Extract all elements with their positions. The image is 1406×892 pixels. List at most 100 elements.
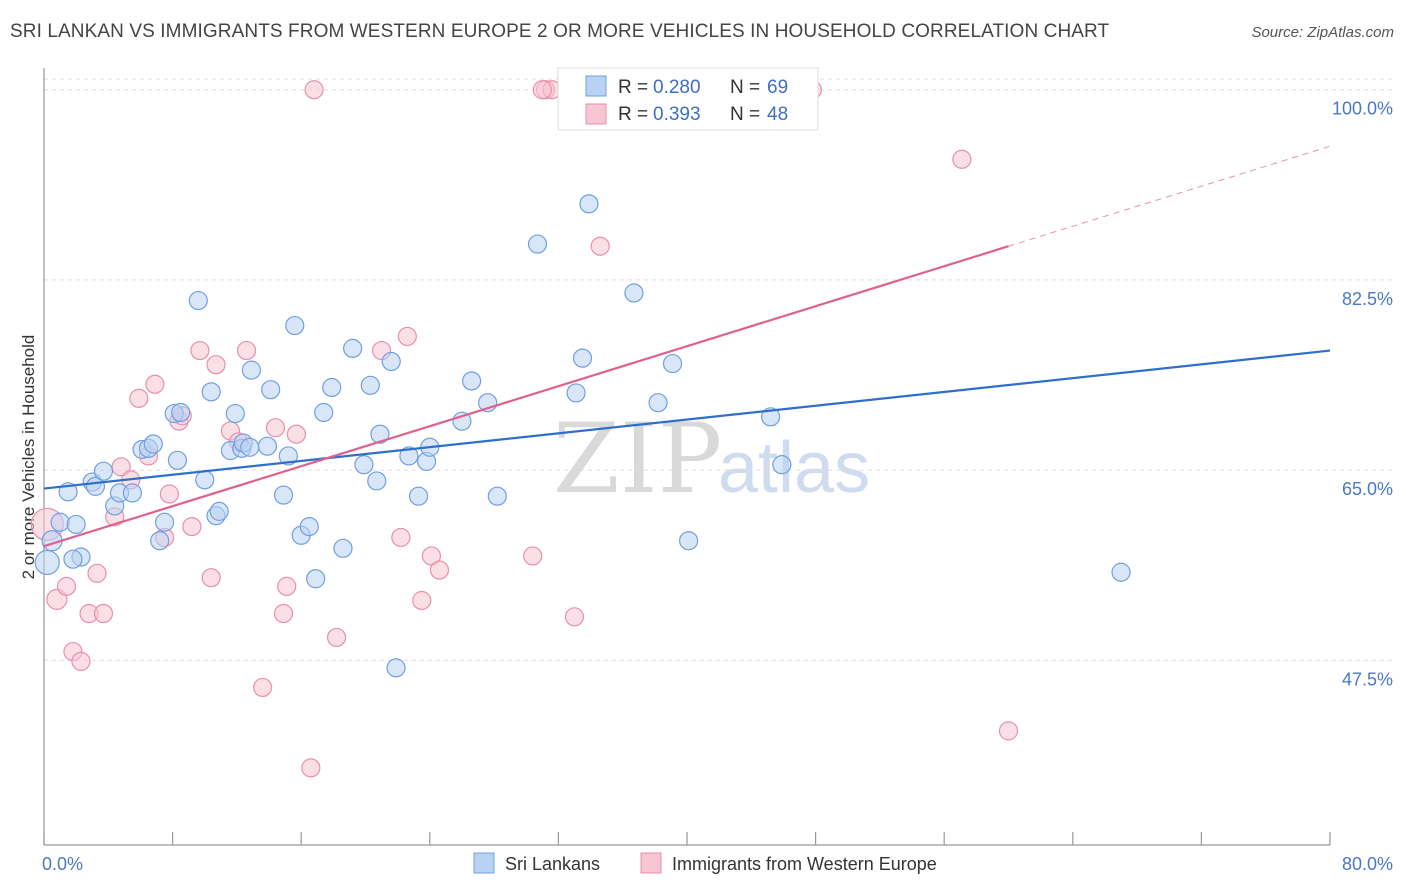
western-europe-point-46	[998, 721, 1019, 741]
legend-label-western-europe: Immigrants from Western Europe	[672, 854, 937, 874]
chart-title: SRI LANKAN VS IMMIGRANTS FROM WESTERN EU…	[10, 21, 1110, 42]
sri-lankans-point-2	[50, 512, 70, 532]
x-tick-label-min: 0.0%	[42, 854, 83, 874]
sri-lankans-point-39	[314, 402, 334, 423]
sri-lankans-point-49	[399, 446, 419, 466]
western-europe-point-15	[159, 484, 179, 504]
sri-lankans-point-61	[624, 283, 644, 303]
trend-line-western-europe	[43, 245, 1009, 548]
sri-lankans-point-33	[273, 485, 294, 505]
legend-swatch-sri-lankans	[473, 852, 495, 874]
western-europe-point-13	[145, 374, 165, 394]
sri-lankans-point-45	[367, 471, 387, 491]
sri-lankans-point-34	[278, 446, 298, 466]
sri-lankans-point-46	[370, 424, 390, 444]
y-axis-label: 2 or more Vehicles in Household	[19, 335, 38, 580]
western-europe-point-6	[87, 563, 107, 583]
sri-lankans-point-40	[322, 377, 342, 398]
sri-lankans-point-26	[225, 403, 245, 424]
trend-lines	[43, 145, 1331, 548]
western-europe-point-19	[190, 340, 210, 361]
sri-lankans-point-19	[171, 402, 191, 423]
sri-lankans-point-44	[360, 375, 380, 395]
series-sri-lankans-points	[34, 194, 1131, 678]
western-europe-point-45	[952, 149, 972, 169]
western-europe-point-25	[253, 677, 273, 698]
western-europe-point-34	[391, 527, 411, 548]
western-europe-point-27	[273, 603, 294, 624]
sri-lankans-point-0	[34, 549, 60, 576]
y-tick-label-0: 100.0%	[1332, 99, 1393, 119]
sri-lankans-point-56	[487, 486, 507, 506]
trend-line-western-europe-extension	[1008, 145, 1331, 247]
western-europe-point-24	[236, 340, 257, 361]
sri-lankans-point-4	[66, 514, 86, 535]
western-europe-point-39	[523, 546, 543, 566]
western-europe-point-30	[301, 758, 321, 778]
stats-n-value-sri-lankans: 69	[767, 77, 788, 98]
stats-n-label-2: N =	[730, 104, 760, 125]
western-europe-point-9	[111, 457, 131, 477]
sri-lankans-point-50	[408, 486, 429, 506]
stats-n-label-1: N =	[730, 77, 760, 98]
sri-lankans-point-8	[93, 461, 114, 481]
stats-r-label-2: R =	[618, 104, 648, 125]
sri-lankans-point-18	[167, 450, 188, 470]
y-tick-labels: 100.0% 82.5% 65.0% 47.5%	[1332, 99, 1393, 690]
sri-lankans-point-21	[195, 470, 215, 490]
western-europe-point-4	[71, 651, 91, 671]
western-europe-point-11	[129, 388, 149, 408]
western-europe-point-42	[564, 607, 585, 627]
sri-lankans-point-29	[240, 437, 260, 457]
sri-lankans-point-48	[386, 658, 406, 678]
series-western-europe-points	[30, 80, 1019, 778]
western-europe-point-43	[590, 236, 610, 256]
western-europe-point-32	[326, 627, 347, 648]
sri-lankans-point-41	[333, 538, 353, 558]
sri-lankans-point-35	[285, 315, 305, 336]
sri-lankans-point-38	[306, 569, 326, 589]
watermark-atlas: atlas	[718, 428, 870, 508]
stats-legend-box: R = 0.280 N = 69 R = 0.393 N = 48	[557, 67, 819, 131]
sri-lankans-point-66	[772, 455, 792, 475]
western-europe-point-26	[265, 418, 286, 438]
source-label: Source: ZipAtlas.com	[1251, 24, 1394, 41]
sri-lankans-point-68	[63, 549, 83, 569]
legend-label-sri-lankans: Sri Lankans	[505, 854, 600, 874]
sri-lankans-point-62	[648, 393, 668, 413]
western-europe-point-47	[532, 80, 552, 100]
sri-lankans-point-67	[1111, 562, 1131, 582]
y-tick-label-1: 82.5%	[1342, 289, 1393, 309]
sri-lankans-point-59	[572, 348, 593, 368]
sri-lankans-point-60	[579, 194, 599, 214]
sri-lankans-point-20	[188, 290, 208, 311]
stats-swatch-sri-lankans	[585, 75, 607, 97]
sri-lankans-point-42	[343, 338, 363, 358]
sri-lankans-point-37	[299, 516, 319, 537]
western-europe-point-38	[429, 560, 450, 580]
sri-lankans-point-15	[150, 531, 170, 551]
sri-lankans-point-63	[662, 353, 683, 374]
sri-lankans-point-47	[381, 351, 401, 372]
y-tick-label-3: 47.5%	[1342, 669, 1393, 689]
watermark-zip: ZIP	[553, 403, 722, 515]
sri-lankans-point-58	[566, 383, 586, 403]
western-europe-point-20	[201, 568, 221, 588]
stats-n-value-western-europe: 48	[767, 104, 788, 125]
trend-line-sri-lankans	[43, 349, 1331, 490]
sri-lankans-point-32	[261, 380, 281, 400]
sri-lankans-point-30	[241, 360, 261, 380]
sri-lankans-point-16	[154, 512, 175, 532]
western-europe-point-35	[397, 326, 417, 347]
sri-lankans-point-22	[201, 382, 221, 402]
western-europe-point-28	[277, 576, 297, 596]
legend-swatch-western-europe	[640, 852, 662, 874]
western-europe-point-7	[93, 603, 114, 624]
stats-swatch-western-europe	[585, 103, 607, 125]
sri-lankans-point-43	[354, 455, 374, 475]
western-europe-point-18	[182, 516, 202, 537]
stats-r-label-1: R =	[618, 77, 648, 98]
stats-r-value-western-europe: 0.393	[653, 104, 701, 125]
western-europe-point-31	[304, 80, 324, 100]
